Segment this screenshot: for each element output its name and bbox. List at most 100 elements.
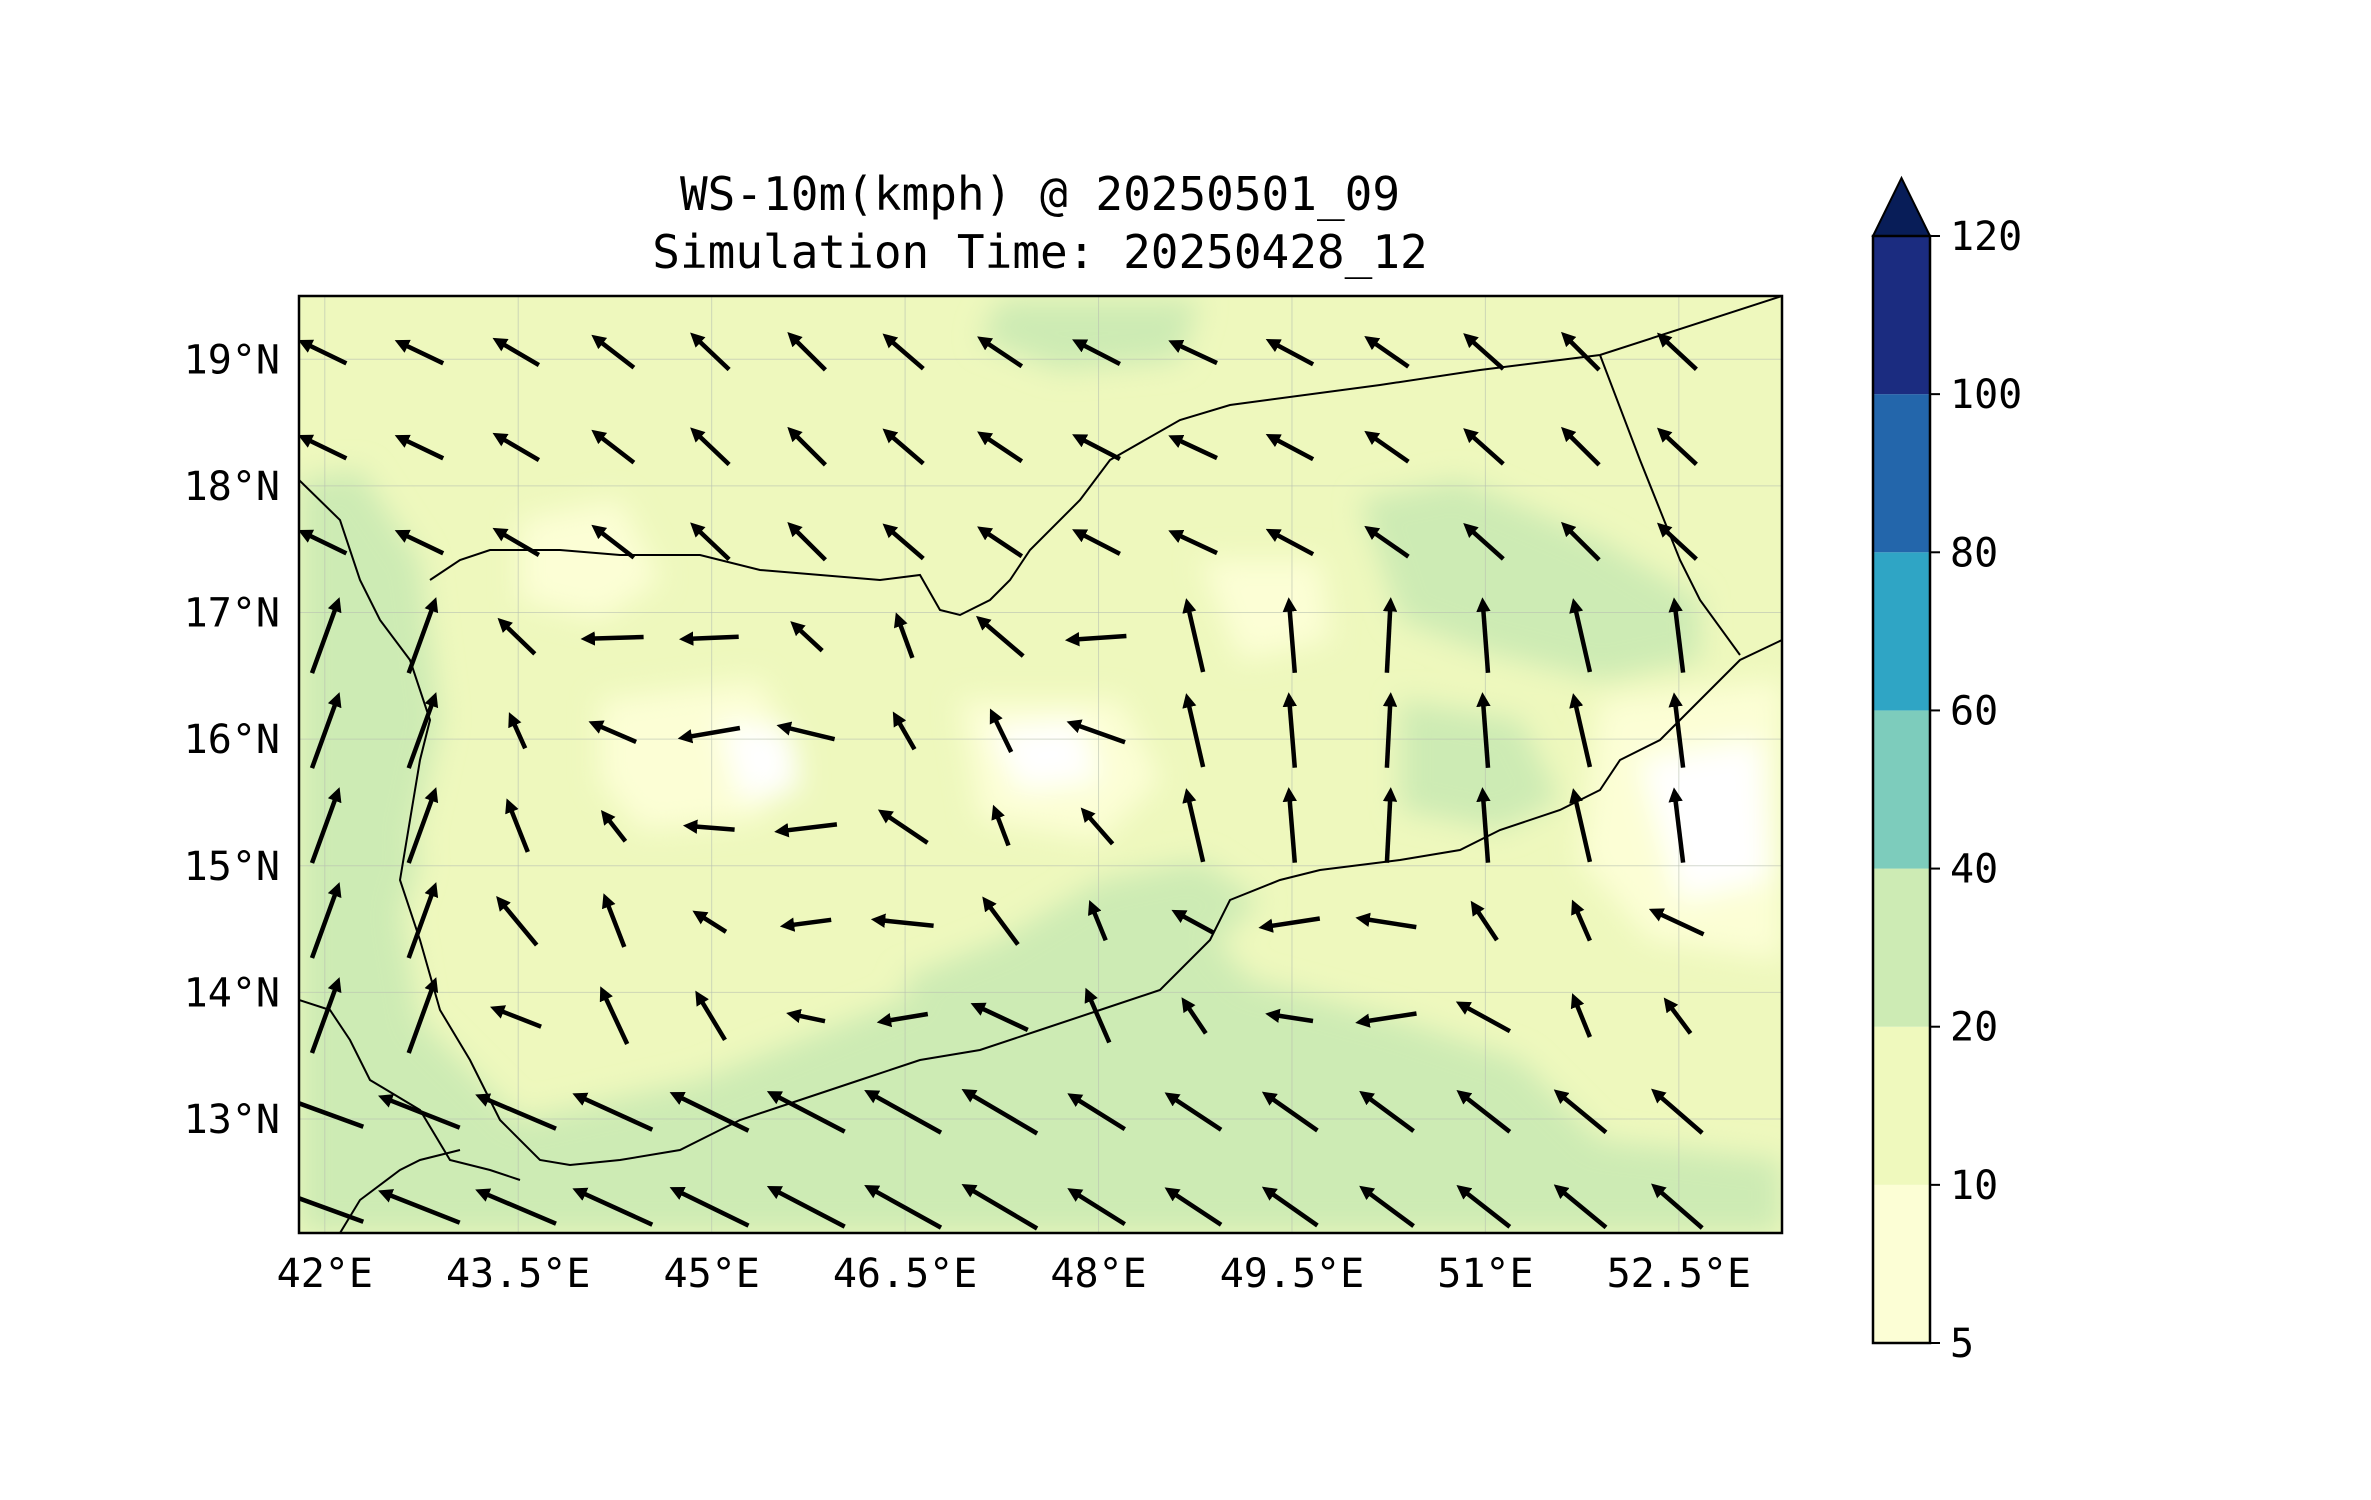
wind-arrow: [1668, 692, 1686, 768]
map-panel: [299, 296, 1782, 1233]
wind-arrow: [1476, 787, 1491, 863]
lon-tick-label: 43.5°E: [446, 1251, 591, 1297]
colorbar-segment: [1873, 394, 1930, 553]
wind-arrow: [790, 621, 824, 653]
wind-arrow: [692, 910, 728, 934]
latitude-tick-labels: 19°N 18°N 17°N 16°N 15°N 14°N 13°N: [184, 337, 280, 1143]
wind-arrow: [977, 431, 1024, 464]
lon-tick-label: 46.5°E: [833, 1251, 978, 1297]
colorbar-segment: [1873, 552, 1930, 711]
wind-speed-contours: [299, 300, 1782, 1233]
lat-tick-label: 15°N: [184, 844, 280, 890]
wind-arrow: [977, 526, 1024, 559]
wind-arrow: [1463, 428, 1505, 466]
wind-arrow: [580, 631, 644, 646]
wind-arrow: [690, 427, 731, 467]
colorbar-tick-label: 60: [1950, 688, 1998, 734]
wind-arrow: [1072, 339, 1121, 367]
wind-arrow: [299, 434, 348, 461]
wind-arrow: [1182, 693, 1206, 768]
wind-arrow: [786, 1008, 826, 1024]
african-coast: [299, 999, 521, 1181]
wind-arrow: [406, 597, 439, 674]
wind-arrow: [492, 432, 541, 463]
wind-arrow: [299, 339, 348, 366]
wind-arrow: [1569, 693, 1593, 768]
gridlines: [299, 296, 1782, 1233]
wind-arrow: [1182, 598, 1206, 673]
wind-arrow: [497, 617, 537, 656]
colorbar-tick-label: 5: [1950, 1321, 1974, 1367]
wind-arrow: [406, 787, 439, 864]
wind-arrow: [1265, 338, 1315, 367]
wind-arrow: [1072, 529, 1121, 556]
wind-arrow: [977, 336, 1024, 369]
wind-arrow: [572, 1187, 654, 1227]
wind-arrow: [1364, 430, 1410, 464]
wind-arrow: [1182, 788, 1206, 863]
wind-arrow: [406, 692, 439, 769]
wind-arrow: [378, 1094, 461, 1130]
wind-arrow: [766, 1186, 846, 1229]
colorbar-segment: [1873, 1026, 1930, 1185]
country-border-eritrea-ethiopia: [339, 1149, 461, 1233]
wind-arrow: [1265, 1008, 1314, 1024]
title-line-2: Simulation Time: 20250428_12: [652, 225, 1427, 279]
wind-arrow: [1648, 908, 1705, 937]
longitude-tick-labels: 42°E 43.5°E 45°E 46.5°E 48°E 49.5°E 51°E 52.5°E: [277, 1251, 1751, 1297]
colorbar-tick-label: 40: [1950, 847, 1998, 893]
wind-arrow: [787, 332, 827, 372]
colorbar-extend-triangle: [1871, 175, 1932, 237]
colorbar-segment: [1873, 868, 1930, 1027]
wind-arrow: [893, 612, 915, 659]
wind-arrow: [1382, 787, 1398, 863]
wind-arrow: [309, 882, 342, 959]
wind-arrow: [309, 787, 342, 864]
wind-arrow: [1569, 788, 1593, 863]
lon-tick-label: 48°E: [1050, 1251, 1146, 1297]
wind-arrow: [492, 337, 541, 368]
wind-arrow: [766, 1091, 846, 1134]
wind-arrow: [776, 721, 836, 742]
wind-arrow: [1656, 332, 1698, 371]
contour-band-below-5: [720, 720, 800, 800]
wind-arrow: [602, 893, 627, 948]
contour-band-5-10: [1200, 560, 1330, 660]
wind-arrow: [1456, 1185, 1512, 1229]
wind-arrow: [677, 725, 741, 744]
wind-arrow: [505, 798, 530, 853]
wind-arrow: [678, 631, 739, 646]
wind-vectors: [299, 331, 1705, 1231]
wind-arrow: [475, 1093, 557, 1131]
wind-arrow: [1261, 1186, 1319, 1228]
title-line-1: WS-10m(kmph) @ 20250501_09: [680, 167, 1400, 221]
wind-arrow: [299, 529, 348, 556]
wind-arrow: [1168, 434, 1218, 461]
wind-arrow: [496, 896, 539, 947]
wind-arrow: [669, 1092, 750, 1133]
lon-tick-label: 52.5°E: [1607, 1251, 1752, 1297]
wind-arrow: [961, 1183, 1039, 1231]
wind-arrow: [1168, 339, 1218, 366]
wind-arrow: [1168, 529, 1218, 556]
red-sea-coast: [299, 479, 1782, 1167]
wind-arrow: [690, 332, 731, 372]
wind-arrow: [864, 1185, 943, 1230]
wind-arrow: [982, 896, 1020, 946]
wind-arrow: [882, 333, 925, 371]
contour-band-20-40: [299, 470, 1782, 1233]
wind-arrow: [406, 977, 439, 1054]
wind-arrow: [1663, 997, 1693, 1035]
wind-arrow: [1651, 1088, 1704, 1135]
colorbar: 5 10 20 40 60 80 100 120: [1871, 175, 2022, 1367]
lat-tick-label: 14°N: [184, 970, 280, 1016]
lat-tick-label: 19°N: [184, 337, 280, 383]
wind-arrow: [779, 917, 832, 932]
wind-arrow: [864, 1090, 943, 1135]
wind-arrow: [1355, 1011, 1417, 1028]
colorbar-segment: [1873, 710, 1930, 869]
lon-tick-label: 45°E: [663, 1251, 759, 1297]
wind-arrow: [989, 708, 1014, 753]
lat-tick-label: 13°N: [184, 1097, 280, 1143]
wind-arrow: [1561, 521, 1601, 562]
